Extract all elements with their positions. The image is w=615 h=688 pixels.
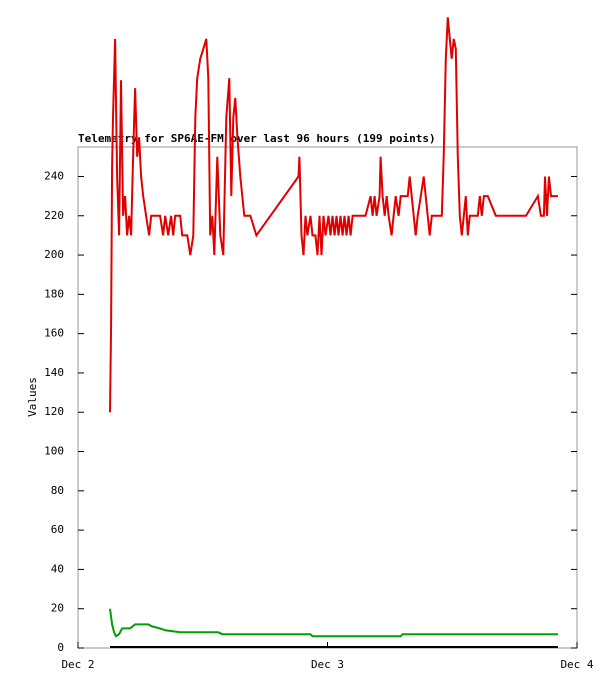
chart-title: Telemetry for SP6AE-FM over last 96 hour… [78,132,436,145]
series-line [109,17,558,413]
y-tick-label: 100 [44,445,64,458]
y-axis-label: Values [26,377,39,417]
y-tick-label: 40 [51,562,64,575]
y-tick-label: 200 [44,248,64,261]
y-tick-label: 140 [44,366,64,379]
y-tick-label: 180 [44,287,64,300]
y-tick-label: 160 [44,327,64,340]
y-tick-label: 80 [51,484,64,497]
y-tick-label: 0 [57,641,64,654]
series-line [109,608,558,638]
x-tick-label: Dec 4 [560,658,593,671]
x-tick-label: Dec 2 [61,658,94,671]
y-tick-label: 20 [51,602,64,615]
x-tick-label: Dec 3 [311,658,344,671]
y-tick-label: 220 [44,209,64,222]
y-tick-label: 240 [44,169,64,182]
y-tick-label: 120 [44,405,64,418]
y-tick-label: 60 [51,523,64,536]
